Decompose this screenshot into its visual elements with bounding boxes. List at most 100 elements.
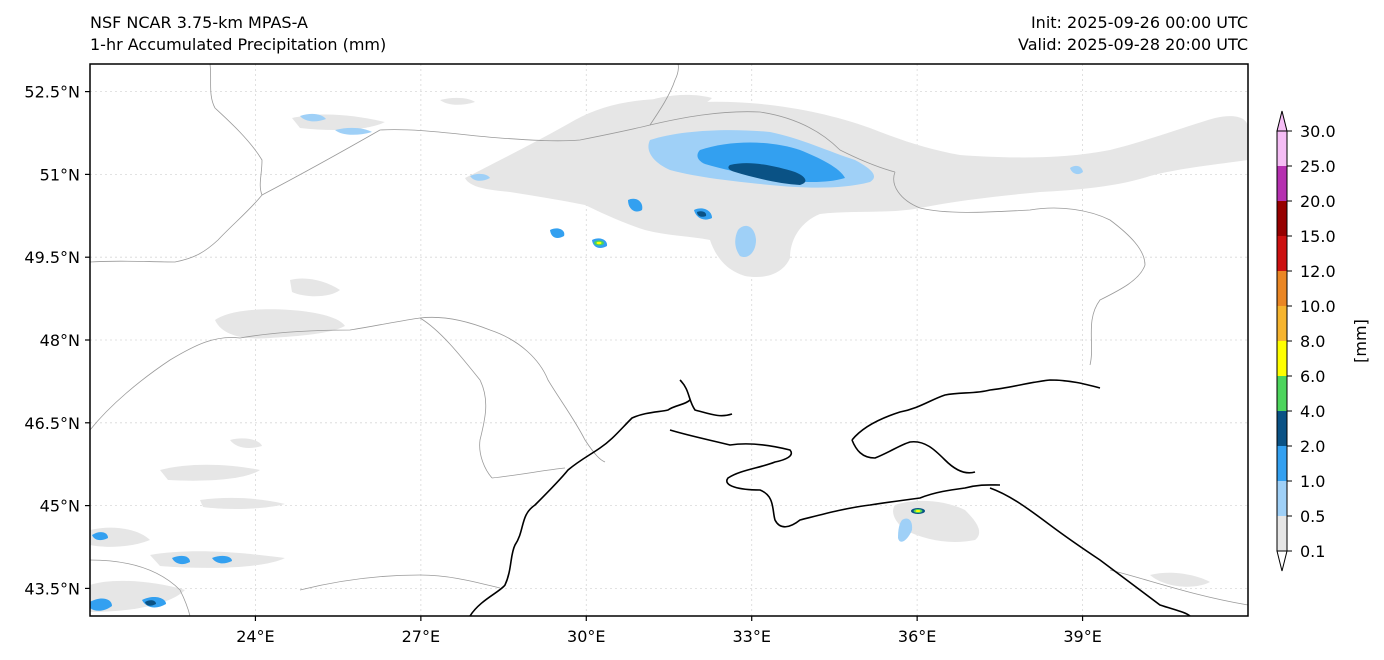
colorbar: 0.1 0.5 1.0 2.0 4.0 6.0 8.0 10.0 12.0 15.0 20.0 25.… [1276, 110, 1370, 572]
precipitation-field [90, 94, 1248, 612]
colorbar-segment [1277, 341, 1287, 376]
precip-blob [90, 598, 112, 611]
lon-tick-label: 33°E [732, 627, 770, 646]
precip-core [728, 163, 806, 185]
precip-patch [640, 94, 712, 113]
colorbar-tick-label: 6.0 [1300, 367, 1325, 386]
precip-patch [90, 580, 185, 612]
precip-blob [470, 173, 490, 181]
precip-patch [1150, 572, 1210, 587]
colorbar-segment [1277, 306, 1287, 341]
border-line [90, 559, 191, 616]
colorbar-extend-min [1276, 550, 1288, 572]
lon-tick-label: 30°E [567, 627, 605, 646]
precip-blob [550, 228, 565, 238]
lat-axis: 52.5°N 51°N 49.5°N 48°N 46.5°N 45°N 43.5°N [24, 83, 90, 598]
coastline-segment [989, 487, 1191, 616]
precip-patch [160, 464, 260, 481]
colorbar-tick-label: 0.5 [1300, 507, 1325, 526]
colorbar-segment [1277, 446, 1287, 481]
precip-max [596, 241, 602, 245]
colorbar-tick-label: 10.0 [1300, 297, 1336, 316]
colorbar-tick-label: 1.0 [1300, 472, 1325, 491]
colorbar-unit-label: [mm] [1351, 319, 1370, 363]
lat-tick-label: 49.5°N [24, 248, 80, 267]
lat-tick-label: 46.5°N [24, 414, 80, 433]
colorbar-tick-label: 12.0 [1300, 262, 1336, 281]
colorbar-tick-label: 4.0 [1300, 402, 1325, 421]
colorbar-segment [1277, 131, 1287, 166]
lat-tick-label: 52.5°N [24, 83, 80, 102]
precip-core [697, 211, 707, 217]
border-line [261, 124, 651, 196]
precip-blob [628, 198, 643, 212]
lat-tick-label: 43.5°N [24, 579, 80, 598]
init-time: Init: 2025-09-26 00:00 UTC [1030, 13, 1248, 32]
precip-blob [898, 518, 913, 542]
colorbar-tick-label: 25.0 [1300, 157, 1336, 176]
border-line [299, 574, 501, 591]
precip-blob [697, 142, 845, 182]
colorbar-segment [1277, 236, 1287, 271]
colorbar-segment [1277, 201, 1287, 236]
colorbar-segment [1277, 166, 1287, 201]
precip-patch [215, 309, 345, 339]
precip-blob [1070, 165, 1083, 175]
precip-blob [172, 555, 190, 565]
colorbar-segment [1277, 411, 1287, 446]
lon-axis: 24°E 27°E 30°E 33°E 36°E 39°E [236, 616, 1102, 646]
colorbar-tick-label: 2.0 [1300, 437, 1325, 456]
border-line [90, 64, 263, 263]
border-line [489, 329, 606, 463]
border-line [1109, 569, 1248, 606]
precip-core [145, 600, 156, 606]
lon-tick-label: 39°E [1063, 627, 1101, 646]
border-line [893, 171, 1146, 366]
coastlines [469, 379, 1191, 616]
colorbar-extend-max [1276, 110, 1288, 132]
precip-blob [92, 532, 108, 541]
colorbar-segment [1277, 481, 1287, 516]
coastline-segment [469, 399, 691, 616]
precip-patch [230, 438, 262, 448]
coastline-azov-north [851, 379, 1101, 441]
colorbar-segment [1277, 516, 1287, 551]
precip-blob [300, 113, 326, 122]
map-area [90, 64, 1248, 616]
valid-time: Valid: 2025-09-28 20:00 UTC [1017, 35, 1248, 54]
coastline-azov-south [851, 439, 976, 474]
colorbar-tick-label: 8.0 [1300, 332, 1325, 351]
colorbar-tick-label: 0.1 [1300, 542, 1325, 561]
coastline-crimea [669, 429, 1001, 528]
title-block: NSF NCAR 3.75-km MPAS-A 1-hr Accumulated… [90, 12, 386, 56]
colorbar-tick-label: 20.0 [1300, 192, 1336, 211]
country-borders [90, 64, 1248, 616]
colorbar-tick-label: 15.0 [1300, 227, 1336, 246]
border-line [491, 467, 566, 479]
lat-tick-label: 45°N [40, 497, 80, 516]
border-line [419, 317, 493, 479]
border-line [649, 64, 679, 126]
border-line [649, 111, 896, 173]
precip-blob [335, 127, 372, 135]
coastline-segment [679, 379, 733, 417]
border-line [90, 316, 491, 431]
precip-patch [90, 527, 150, 547]
lat-tick-label: 48°N [40, 331, 80, 350]
lon-tick-label: 24°E [236, 627, 274, 646]
colorbar-segment [1277, 271, 1287, 306]
lon-tick-label: 36°E [898, 627, 936, 646]
colorbar-tick-label: 30.0 [1300, 122, 1336, 141]
lat-tick-label: 51°N [40, 165, 80, 184]
model-title: NSF NCAR 3.75-km MPAS-A [90, 13, 308, 32]
precip-patch [440, 97, 475, 105]
precip-blob [735, 225, 756, 258]
colorbar-segment [1277, 376, 1287, 411]
precip-max [915, 510, 921, 512]
field-title: 1-hr Accumulated Precipitation (mm) [90, 35, 387, 54]
precip-patch [290, 278, 340, 297]
precip-heavy-areas [145, 163, 806, 606]
lon-tick-label: 27°E [402, 627, 440, 646]
precip-local-maxima [594, 240, 925, 514]
time-block: Init: 2025-09-26 00:00 UTC Valid: 2025-0… [1018, 12, 1248, 56]
